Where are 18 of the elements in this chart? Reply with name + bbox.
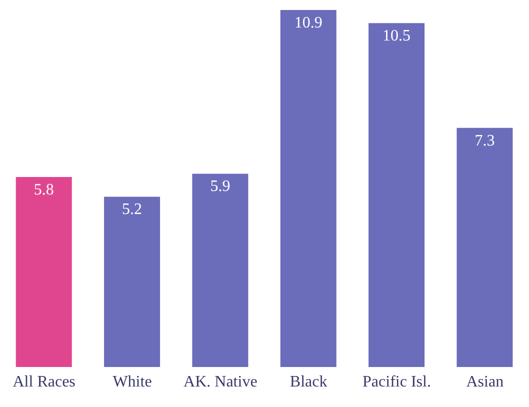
- x-tick-label: Asian: [466, 373, 504, 390]
- data-label: 7.3: [474, 132, 495, 150]
- x-tick-label: All Races: [12, 373, 76, 390]
- bar: [368, 23, 425, 367]
- bar: [104, 196, 160, 367]
- x-tick-label: Pacific Isl.: [362, 373, 431, 390]
- x-tick-label: White: [112, 373, 152, 390]
- bar: [16, 177, 72, 367]
- data-label: 5.2: [122, 201, 142, 218]
- data-label: 10.9: [294, 14, 322, 32]
- bar: [456, 128, 513, 367]
- bar: [280, 10, 336, 367]
- bar: [192, 174, 248, 367]
- x-tick-label: Black: [290, 373, 328, 390]
- data-label: 5.9: [210, 178, 230, 196]
- data-label: 10.5: [382, 27, 411, 44]
- data-label: 5.8: [34, 181, 54, 198]
- x-tick-label: AK. Native: [184, 373, 258, 390]
